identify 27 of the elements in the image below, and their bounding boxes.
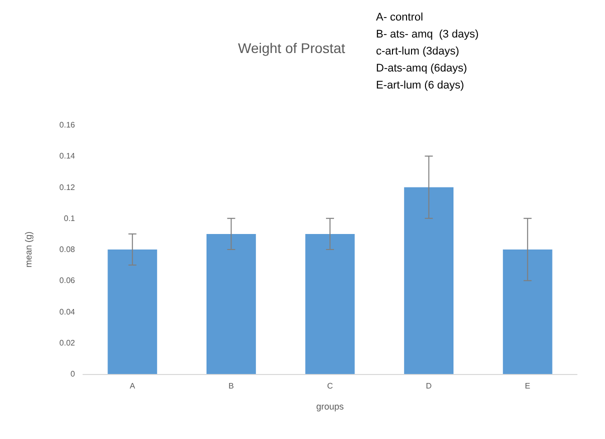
bar bbox=[206, 234, 256, 374]
x-tick-label: D bbox=[426, 382, 432, 390]
text: D-ats-amq (6days) bbox=[376, 62, 468, 74]
y-tick-label: 0.06 bbox=[59, 276, 76, 286]
x-tick-label: E bbox=[524, 382, 530, 390]
text: A- control bbox=[376, 12, 424, 24]
text: B- ats- amq (3 days) bbox=[376, 28, 479, 40]
y-tick-label: 0.16 bbox=[59, 120, 76, 130]
y-tick-label: 0.08 bbox=[59, 245, 76, 254]
y-tick-label: 0.14 bbox=[59, 152, 76, 161]
y-tick-label: 0.1 bbox=[64, 214, 76, 223]
bar bbox=[502, 250, 552, 374]
y-tick-label: 0 bbox=[70, 370, 76, 378]
y-tick-label: 0.04 bbox=[59, 307, 76, 316]
y-tick-label: 0.02 bbox=[59, 338, 76, 348]
x-tick-label: B bbox=[228, 382, 234, 390]
y-tick-label: 0.12 bbox=[59, 182, 76, 192]
text: E-art-lum (6 days) bbox=[376, 80, 464, 92]
bar bbox=[108, 250, 158, 374]
text: c-art-lum (3days) bbox=[376, 46, 460, 58]
x-tick-label: A bbox=[130, 382, 136, 390]
chart-title: Weight of Prostat bbox=[238, 40, 346, 56]
bar bbox=[404, 187, 454, 374]
y-axis-title: mean (g) bbox=[24, 231, 34, 268]
x-axis-title: groups bbox=[316, 402, 344, 412]
x-tick-label: C bbox=[327, 382, 334, 390]
bar bbox=[305, 234, 355, 374]
